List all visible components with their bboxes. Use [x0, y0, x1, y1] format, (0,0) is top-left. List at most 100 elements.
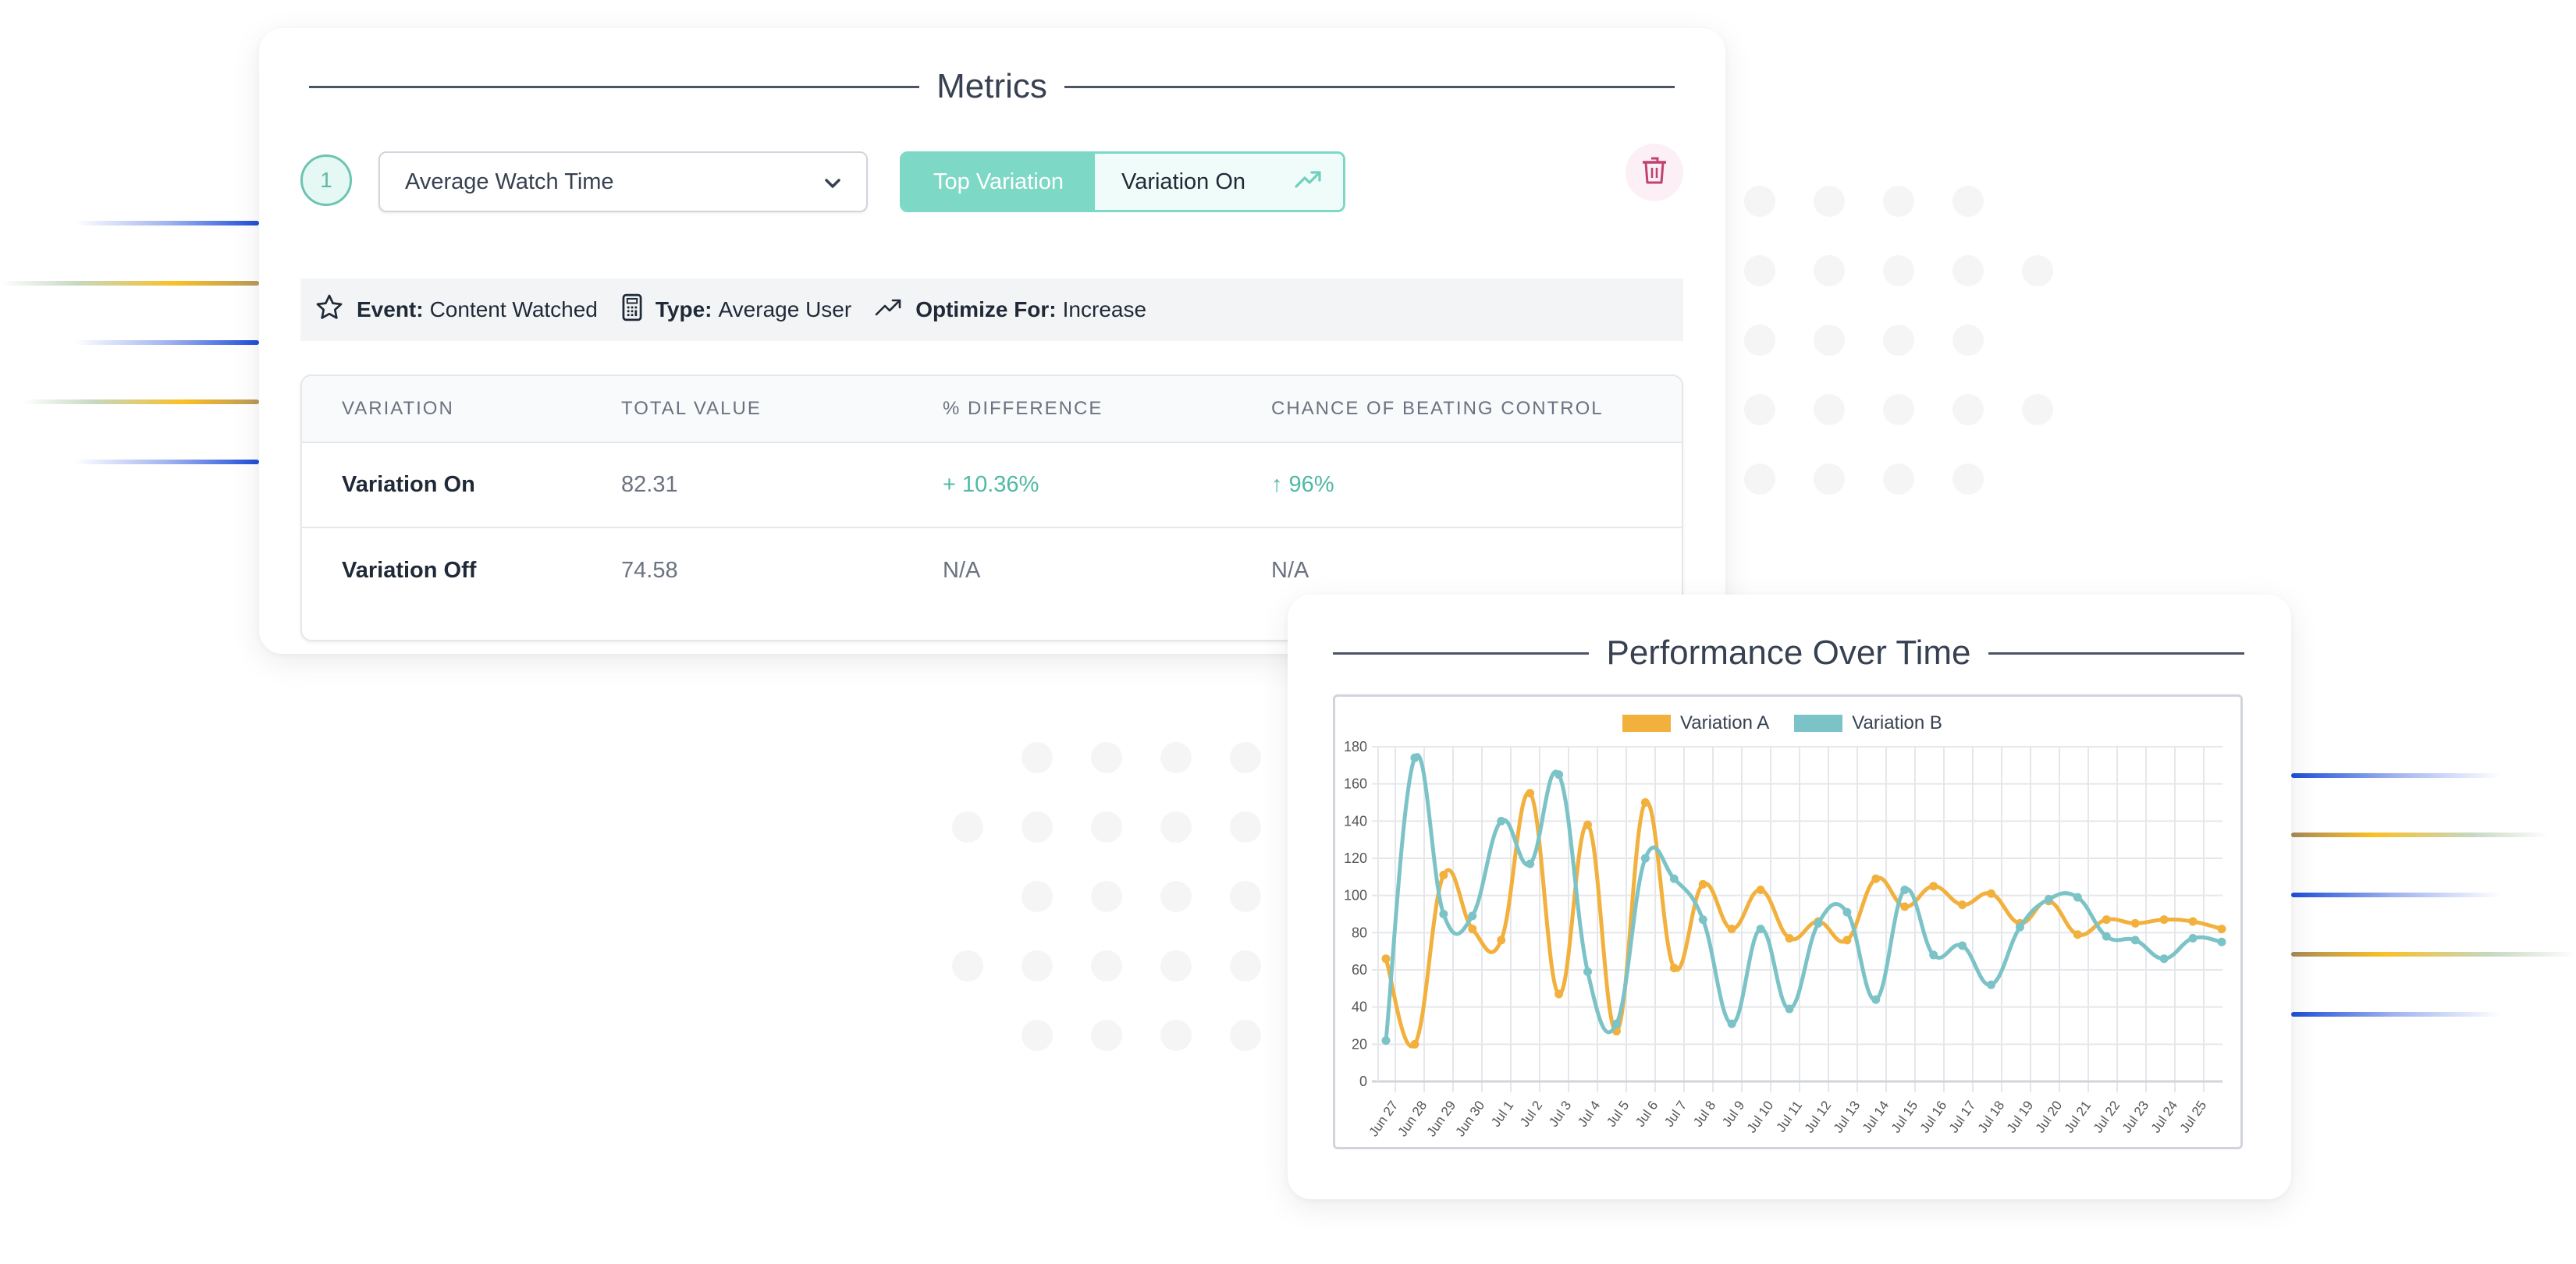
svg-text:Jul 14: Jul 14: [1860, 1098, 1892, 1135]
line-chart: Variation A Variation B Jun 27 Jun 28 Jun …: [1333, 694, 2243, 1149]
data-point[interactable]: [2188, 933, 2198, 943]
data-point[interactable]: [1526, 789, 1535, 798]
data-point[interactable]: [1785, 1004, 1794, 1014]
data-point[interactable]: [2102, 915, 2111, 925]
data-point[interactable]: [1640, 798, 1650, 807]
legend-swatch-variation-a[interactable]: [1622, 715, 1671, 732]
svg-text:80: 80: [1352, 925, 1367, 940]
svg-text:140: 140: [1344, 813, 1367, 829]
decorative-dot: [1952, 463, 1984, 495]
title-rule: [1333, 652, 1590, 655]
svg-text:Jul 18: Jul 18: [1975, 1098, 2008, 1135]
variation-on-label: Variation On: [1121, 169, 1246, 194]
delete-metric-button[interactable]: [1626, 144, 1683, 201]
data-point[interactable]: [1871, 995, 1881, 1004]
variation-cell: Variation Off: [342, 558, 477, 583]
data-point[interactable]: [1756, 925, 1765, 934]
data-point[interactable]: [1987, 889, 1996, 898]
data-point[interactable]: [2217, 925, 2226, 934]
data-point[interactable]: [1958, 941, 1967, 950]
metric-select[interactable]: Average Watch Time: [378, 151, 868, 212]
svg-text:40: 40: [1352, 999, 1367, 1015]
data-point[interactable]: [2159, 954, 2169, 964]
svg-text:Jul 13: Jul 13: [1831, 1098, 1864, 1135]
star-icon: [314, 293, 357, 328]
data-point[interactable]: [1497, 816, 1506, 826]
data-point[interactable]: [1439, 910, 1448, 918]
decorative-dot: [1883, 255, 1914, 286]
trash-icon: [1642, 157, 1667, 189]
data-point[interactable]: [2130, 918, 2140, 928]
data-point[interactable]: [1871, 874, 1881, 883]
data-point[interactable]: [1468, 911, 1477, 921]
data-point[interactable]: [1842, 936, 1852, 945]
data-point[interactable]: [1526, 859, 1535, 868]
data-point[interactable]: [2073, 930, 2082, 939]
data-point[interactable]: [2102, 932, 2111, 941]
data-point[interactable]: [1727, 1019, 1736, 1028]
data-point[interactable]: [2217, 937, 2226, 946]
data-point[interactable]: [1900, 886, 1910, 895]
column-header-variation: VARIATION: [342, 398, 454, 419]
data-point[interactable]: [2159, 915, 2169, 925]
data-point[interactable]: [2130, 936, 2140, 945]
data-point[interactable]: [2015, 922, 2024, 932]
data-point[interactable]: [2044, 894, 2053, 904]
decorative-dot: [1952, 255, 1984, 286]
data-point[interactable]: [1987, 980, 1996, 989]
decorative-dot: [1952, 186, 1984, 217]
top-variation-button[interactable]: Top Variation: [902, 154, 1095, 210]
legend-label-variation-a[interactable]: Variation A: [1680, 712, 1770, 733]
data-point[interactable]: [2073, 893, 2082, 902]
data-point[interactable]: [1583, 967, 1593, 976]
data-point[interactable]: [1439, 870, 1448, 879]
data-point[interactable]: [1640, 854, 1650, 863]
data-point[interactable]: [1785, 933, 1794, 943]
column-header-difference: % DIFFERENCE: [943, 398, 1103, 419]
legend-label-variation-b[interactable]: Variation B: [1852, 712, 1942, 733]
decorative-line: [2291, 893, 2500, 897]
data-point[interactable]: [1698, 879, 1707, 889]
svg-text:Jun 30: Jun 30: [1452, 1098, 1487, 1139]
data-point[interactable]: [1900, 902, 1910, 911]
data-point[interactable]: [1410, 753, 1419, 762]
data-point[interactable]: [1468, 925, 1477, 934]
data-point[interactable]: [1497, 936, 1506, 945]
data-point[interactable]: [1958, 900, 1967, 910]
data-point[interactable]: [1929, 950, 1938, 960]
data-point[interactable]: [1727, 925, 1736, 934]
data-point[interactable]: [1929, 882, 1938, 891]
data-point[interactable]: [1669, 874, 1679, 883]
decorative-line: [2291, 1012, 2500, 1017]
data-point[interactable]: [1842, 907, 1852, 917]
svg-text:Jun 28: Jun 28: [1395, 1098, 1430, 1139]
svg-text:160: 160: [1344, 776, 1367, 792]
performance-title-text: Performance Over Time: [1606, 634, 1971, 672]
svg-text:Jul 7: Jul 7: [1661, 1098, 1690, 1129]
data-point[interactable]: [1814, 918, 1823, 928]
data-point[interactable]: [1698, 915, 1707, 925]
decorative-dot: [1022, 811, 1053, 843]
data-point[interactable]: [2188, 917, 2198, 926]
svg-text:100: 100: [1344, 888, 1367, 904]
decorative-dot: [952, 811, 983, 843]
decorative-dot: [1160, 881, 1192, 912]
decorative-dot: [1883, 186, 1914, 217]
svg-text:Jul 12: Jul 12: [1802, 1098, 1835, 1135]
data-point[interactable]: [1554, 770, 1564, 779]
variation-on-button[interactable]: Variation On: [1095, 154, 1343, 210]
data-point[interactable]: [1381, 954, 1391, 964]
svg-text:20: 20: [1352, 1036, 1367, 1052]
data-point[interactable]: [1554, 989, 1564, 999]
data-point[interactable]: [1669, 964, 1679, 973]
data-point[interactable]: [1611, 1019, 1621, 1028]
data-point[interactable]: [1756, 886, 1765, 895]
data-point[interactable]: [1410, 1039, 1419, 1049]
data-point[interactable]: [1583, 820, 1593, 829]
svg-text:Jul 1: Jul 1: [1488, 1098, 1516, 1129]
svg-text:Jun 27: Jun 27: [1366, 1098, 1401, 1139]
data-point[interactable]: [1381, 1036, 1391, 1046]
decorative-dot: [1091, 742, 1122, 773]
legend-swatch-variation-b[interactable]: [1794, 715, 1843, 732]
decorative-dot: [1230, 811, 1261, 843]
